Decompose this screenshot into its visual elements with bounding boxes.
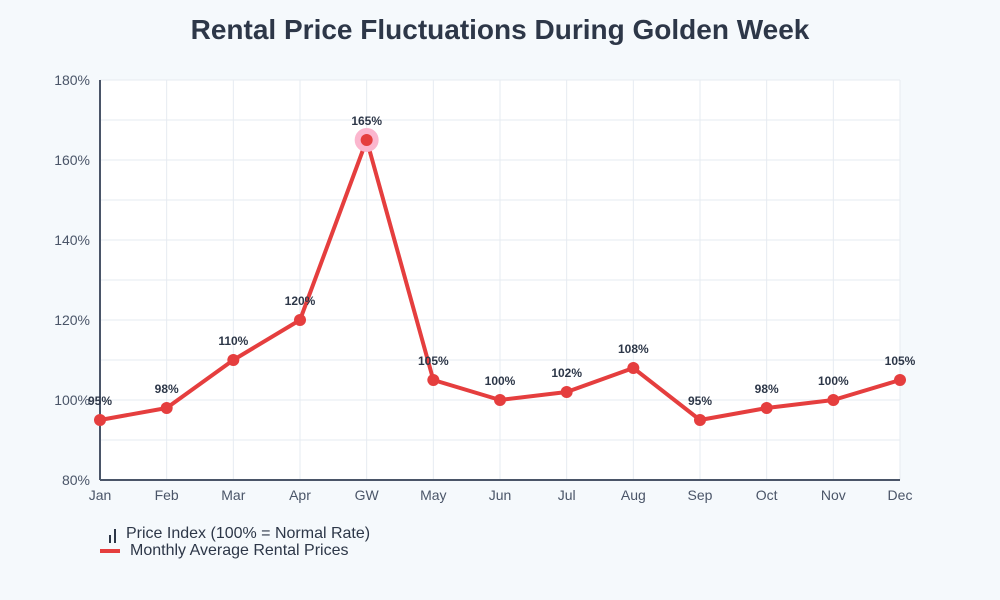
x-tick-label: Aug [621,487,646,503]
y-tick-label: 80% [62,472,90,488]
legend-item-monthly-average: Monthly Average Rental Prices [100,542,348,560]
x-tick-label: GW [355,487,380,503]
x-tick-label: Oct [756,487,778,503]
bar-chart-icon [109,529,116,543]
x-tick-label: Jun [489,487,512,503]
data-point [294,314,306,326]
data-label: 105% [885,354,916,368]
data-label: 165% [351,114,382,128]
data-label: 120% [285,294,316,308]
data-label: 95% [88,394,112,408]
data-label: 100% [485,374,516,388]
data-label: 105% [418,354,449,368]
x-tick-label: Jan [89,487,112,503]
x-tick-label: Jul [558,487,576,503]
data-point [494,394,506,406]
legend-label: Price Index (100% = Normal Rate) [126,525,371,542]
data-label: 100% [818,374,849,388]
data-label: 102% [551,366,582,380]
data-point [427,374,440,386]
x-tick-label: Apr [289,487,311,503]
x-tick-label: Sep [688,487,713,503]
data-point [894,374,906,386]
data-point [94,414,106,426]
legend-label: Monthly Average Rental Prices [130,542,349,559]
data-label: 108% [618,342,649,356]
data-label: 95% [688,394,712,408]
data-point [160,402,173,414]
data-label: 110% [218,334,248,348]
data-point [227,354,240,366]
y-tick-label: 160% [54,152,90,168]
y-tick-label: 140% [54,232,90,248]
x-tick-label: May [420,487,446,503]
data-point [360,134,373,146]
y-tick-label: 100% [54,392,90,408]
data-label: 98% [155,382,179,396]
x-tick-label: Feb [155,487,179,503]
data-point [560,386,573,398]
data-point [627,362,640,374]
chart-title: Rental Price Fluctuations During Golden … [190,14,810,45]
x-tick-label: Dec [888,487,913,503]
data-label: 98% [755,382,779,396]
x-tick-label: Mar [221,487,245,503]
data-point [760,402,773,414]
y-tick-label: 120% [54,312,90,328]
data-point [694,414,706,426]
y-tick-label: 180% [54,72,90,88]
x-tick-label: Nov [821,487,846,503]
line-swatch-icon [100,549,120,553]
data-point [827,394,840,406]
legend-item-price-index: Price Index (100% = Normal Rate) [100,525,370,543]
